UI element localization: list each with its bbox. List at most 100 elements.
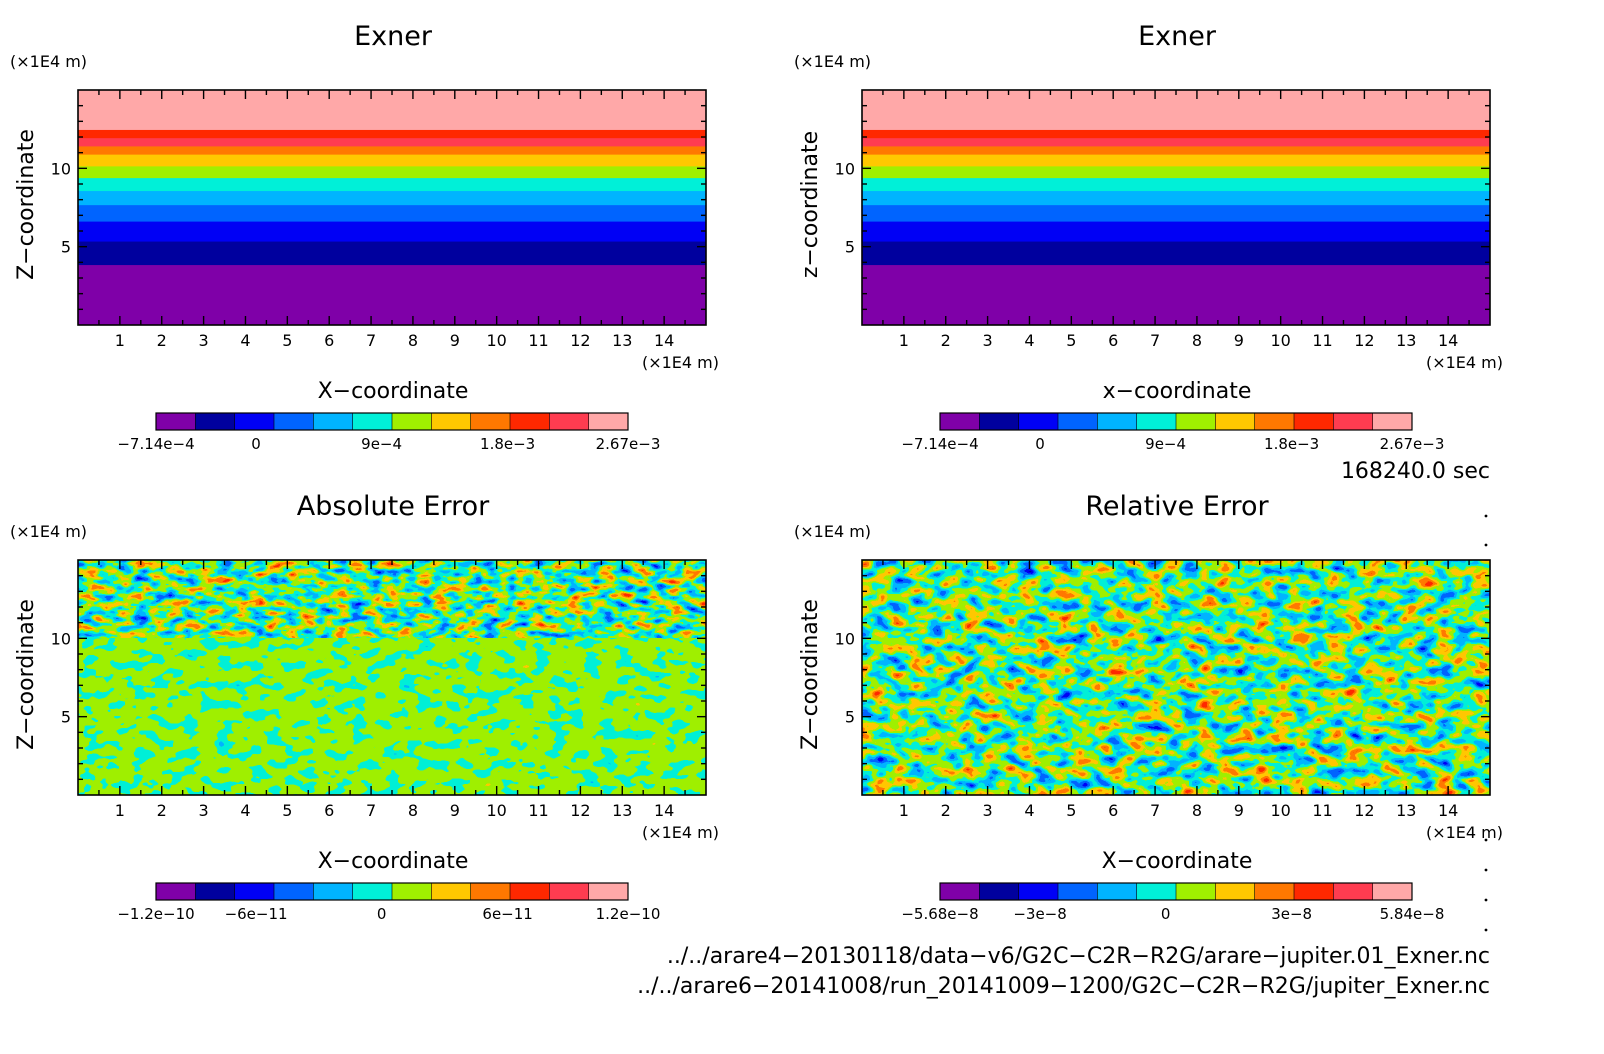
contour-band	[862, 90, 1490, 131]
colorbar-swatch	[940, 883, 980, 900]
x-tick-label: 3	[199, 801, 209, 820]
x-unit-label: (×1E4 m)	[642, 353, 719, 372]
x-tick-label: 10	[1270, 331, 1290, 350]
panel-4: Relative Error(×1E4 m)1 2 3 4 5 6 7 8 9 10 11 12 13 1…	[794, 491, 1503, 923]
heatmap-field	[78, 560, 706, 795]
contour-band	[862, 265, 1490, 325]
contour-band	[78, 90, 706, 131]
x-tick-label: 11	[1312, 801, 1332, 820]
colorbar-swatch	[1254, 883, 1295, 900]
colorbar-swatch	[1097, 883, 1138, 900]
file-path-line-2: ../../arare6−20141008/run_20141009−1200/…	[637, 974, 1490, 999]
contour-band	[78, 191, 706, 206]
x-axis-label: X−coordinate	[1102, 849, 1253, 874]
colorbar-label: −3e−8	[1013, 905, 1066, 923]
x-tick-label: 6	[1108, 801, 1118, 820]
x-tick-label: 1	[899, 801, 909, 820]
x-tick-label: 10	[486, 801, 506, 820]
file-path-line-1: ../../arare4−20130118/data−v6/G2C−C2R−R2…	[667, 944, 1490, 969]
edge-dot	[1484, 898, 1488, 902]
colorbar-swatch	[1176, 413, 1216, 430]
x-axis-label: x−coordinate	[1103, 379, 1252, 404]
colorbar-label: 0	[251, 435, 261, 453]
colorbar-swatch	[195, 413, 236, 430]
x-tick-label: 6	[324, 331, 334, 350]
colorbar-swatch	[234, 413, 275, 430]
x-tick-label: 4	[240, 801, 250, 820]
y-unit-label: (×1E4 m)	[794, 52, 871, 71]
y-unit-label: (×1E4 m)	[794, 522, 871, 541]
colorbar-swatch	[1372, 413, 1413, 430]
x-tick-label: 12	[1354, 801, 1374, 820]
colorbar-swatch	[510, 413, 550, 430]
colorbar: −5.68e−8 −3e−8 0 3e−8 5.84e−8	[901, 882, 1445, 923]
x-tick-label: 13	[612, 331, 632, 350]
contour-band	[862, 138, 1490, 147]
colorbar-swatch	[549, 413, 590, 430]
edge-dots	[1484, 514, 1488, 932]
contour-band	[78, 166, 706, 179]
y-tick-label: 5	[61, 238, 71, 257]
edge-dot	[1484, 838, 1488, 842]
x-tick-label: 5	[282, 331, 292, 350]
panel-1: Exner(×1E4 m)1 2 3 4 5 6 7 8 9 10 11 12 13 14510(×1E4…	[10, 21, 719, 453]
heatmap-field	[862, 560, 1490, 795]
colorbar-swatch	[1215, 413, 1256, 430]
colorbar-label: −6e−11	[225, 905, 288, 923]
colorbar-swatch	[431, 413, 472, 430]
colorbar-swatch	[352, 413, 393, 430]
contour-band	[862, 241, 1490, 266]
panel-title: Relative Error	[1085, 491, 1269, 522]
colorbar-swatch	[1294, 883, 1334, 900]
colorbar-swatch	[510, 883, 550, 900]
x-tick-label: 8	[1192, 331, 1202, 350]
x-tick-label: 7	[366, 801, 376, 820]
y-tick-label: 10	[51, 159, 71, 178]
colorbar-swatch	[1097, 413, 1138, 430]
x-tick-label: 7	[366, 331, 376, 350]
panel-title: Absolute Error	[297, 491, 490, 522]
contour-band	[78, 221, 706, 243]
y-tick-label: 10	[51, 629, 71, 648]
y-tick-label: 5	[845, 708, 855, 727]
contour-band	[862, 129, 1490, 139]
x-tick-label: 3	[983, 801, 993, 820]
colorbar-label: 1.2e−10	[596, 905, 661, 923]
colorbar-swatch	[1254, 413, 1295, 430]
contour-band	[78, 146, 706, 156]
x-tick-label: 2	[157, 331, 167, 350]
edge-dot	[1484, 514, 1488, 518]
x-tick-label: 2	[941, 801, 951, 820]
colorbar-swatch	[1018, 413, 1059, 430]
colorbar-label: 5.84e−8	[1380, 905, 1445, 923]
contour-band	[862, 221, 1490, 243]
x-tick-label: 11	[1312, 331, 1332, 350]
heatmap-field	[862, 90, 1490, 325]
colorbar-label: −7.14e−4	[117, 435, 194, 453]
colorbar-swatch	[1333, 883, 1374, 900]
x-tick-label: 9	[450, 331, 460, 350]
colorbar-swatch	[156, 883, 196, 900]
contour-band	[862, 191, 1490, 206]
colorbar-swatch	[1333, 413, 1374, 430]
x-axis-label: X−coordinate	[318, 849, 469, 874]
colorbar-swatch	[1136, 883, 1177, 900]
contour-band	[862, 178, 1490, 192]
panel-title: Exner	[1138, 21, 1217, 52]
y-axis-label: z−coordinate	[798, 131, 823, 278]
x-tick-label: 10	[486, 331, 506, 350]
y-axis-label: Z−coordinate	[14, 129, 39, 280]
colorbar-swatch	[549, 883, 590, 900]
colorbar-swatch	[313, 413, 354, 430]
x-tick-label: 6	[1108, 331, 1118, 350]
y-axis-label: Z−coordinate	[14, 599, 39, 750]
x-tick-label: 12	[1354, 331, 1374, 350]
colorbar-swatch	[234, 883, 275, 900]
x-tick-label: 8	[408, 331, 418, 350]
y-axis-label: Z−coordinate	[798, 599, 823, 750]
x-tick-label: 10	[1270, 801, 1290, 820]
x-tick-label: 13	[1396, 331, 1416, 350]
colorbar-label: 9e−4	[1145, 435, 1186, 453]
colorbar-swatch	[1372, 883, 1413, 900]
x-unit-label: (×1E4 m)	[1426, 353, 1503, 372]
